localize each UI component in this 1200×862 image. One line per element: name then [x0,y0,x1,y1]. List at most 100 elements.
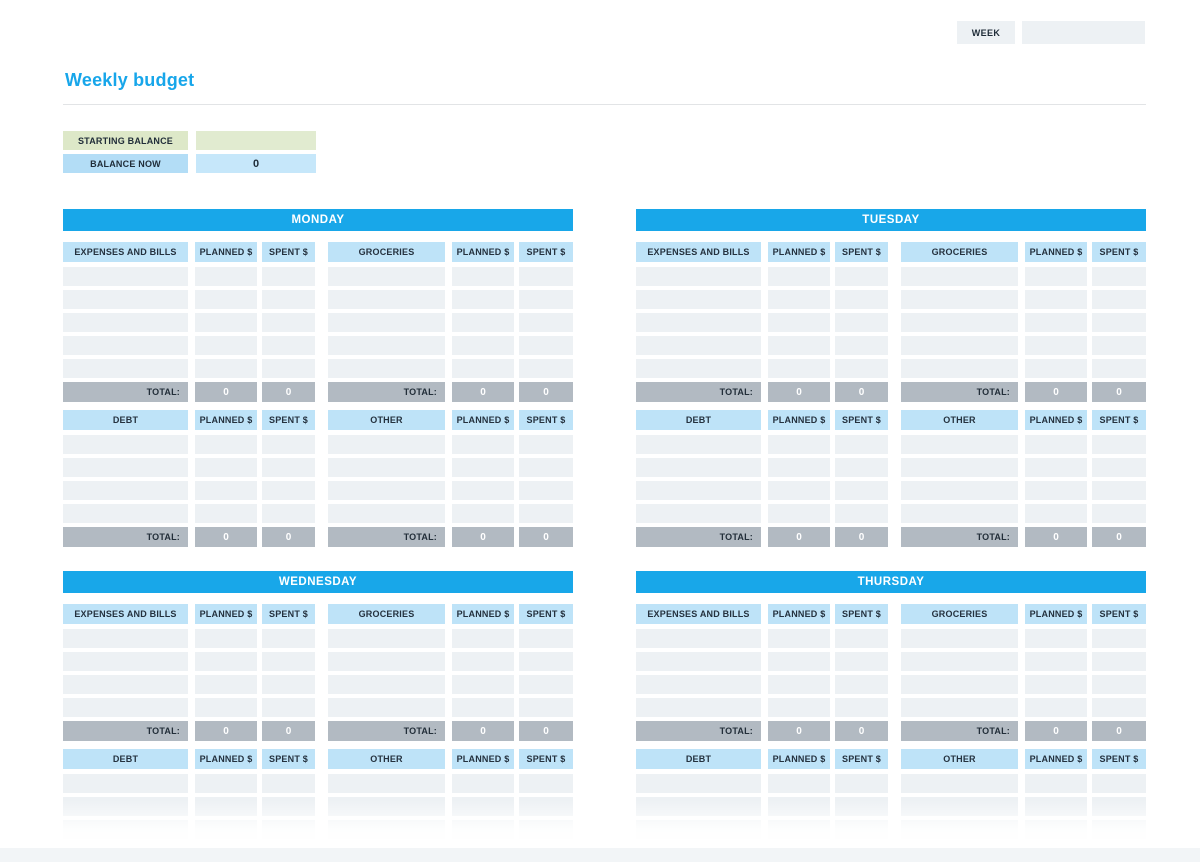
entry-cell[interactable] [636,290,761,309]
entry-cell[interactable] [636,629,761,648]
entry-cell[interactable] [901,267,1018,286]
entry-cell[interactable] [519,675,573,694]
entry-cell[interactable] [636,481,761,500]
entry-cell[interactable] [63,359,188,378]
entry-cell[interactable] [1092,290,1146,309]
entry-cell[interactable] [63,698,188,717]
entry-cell[interactable] [63,481,188,500]
entry-cell[interactable] [1092,797,1146,816]
entry-cell[interactable] [452,675,514,694]
entry-cell[interactable] [63,504,188,523]
entry-cell[interactable] [328,267,445,286]
entry-cell[interactable] [452,267,514,286]
entry-cell[interactable] [328,313,445,332]
entry-cell[interactable] [63,774,188,793]
entry-cell[interactable] [262,359,315,378]
week-input[interactable] [1022,21,1145,44]
entry-cell[interactable] [1025,435,1087,454]
entry-cell[interactable] [519,359,573,378]
entry-cell[interactable] [519,458,573,477]
entry-cell[interactable] [835,313,888,332]
entry-cell[interactable] [195,313,257,332]
entry-cell[interactable] [452,797,514,816]
entry-cell[interactable] [328,290,445,309]
entry-cell[interactable] [1092,458,1146,477]
entry-cell[interactable] [452,313,514,332]
entry-cell[interactable] [835,698,888,717]
entry-cell[interactable] [835,290,888,309]
entry-cell[interactable] [328,435,445,454]
entry-cell[interactable] [328,652,445,671]
entry-cell[interactable] [768,797,830,816]
entry-cell[interactable] [768,504,830,523]
entry-cell[interactable] [63,629,188,648]
entry-cell[interactable] [1025,267,1087,286]
entry-cell[interactable] [262,698,315,717]
entry-cell[interactable] [519,820,573,839]
entry-cell[interactable] [835,774,888,793]
entry-cell[interactable] [262,290,315,309]
entry-cell[interactable] [1092,629,1146,648]
entry-cell[interactable] [63,458,188,477]
entry-cell[interactable] [452,336,514,355]
entry-cell[interactable] [768,675,830,694]
entry-cell[interactable] [195,774,257,793]
entry-cell[interactable] [519,336,573,355]
entry-cell[interactable] [901,797,1018,816]
entry-cell[interactable] [195,504,257,523]
entry-cell[interactable] [452,504,514,523]
entry-cell[interactable] [63,267,188,286]
entry-cell[interactable] [452,774,514,793]
entry-cell[interactable] [636,820,761,839]
entry-cell[interactable] [636,797,761,816]
entry-cell[interactable] [519,504,573,523]
entry-cell[interactable] [63,290,188,309]
entry-cell[interactable] [63,797,188,816]
entry-cell[interactable] [768,820,830,839]
entry-cell[interactable] [1025,313,1087,332]
entry-cell[interactable] [901,435,1018,454]
starting-balance-input[interactable] [196,131,316,150]
entry-cell[interactable] [195,820,257,839]
entry-cell[interactable] [63,435,188,454]
entry-cell[interactable] [519,267,573,286]
entry-cell[interactable] [835,435,888,454]
entry-cell[interactable] [901,675,1018,694]
entry-cell[interactable] [1092,504,1146,523]
entry-cell[interactable] [1092,774,1146,793]
entry-cell[interactable] [768,435,830,454]
entry-cell[interactable] [1092,820,1146,839]
entry-cell[interactable] [63,336,188,355]
entry-cell[interactable] [1092,652,1146,671]
entry-cell[interactable] [328,774,445,793]
entry-cell[interactable] [835,481,888,500]
entry-cell[interactable] [452,481,514,500]
entry-cell[interactable] [262,629,315,648]
entry-cell[interactable] [835,504,888,523]
entry-cell[interactable] [195,336,257,355]
entry-cell[interactable] [519,290,573,309]
entry-cell[interactable] [1025,774,1087,793]
entry-cell[interactable] [262,336,315,355]
entry-cell[interactable] [835,359,888,378]
entry-cell[interactable] [63,820,188,839]
entry-cell[interactable] [63,652,188,671]
entry-cell[interactable] [636,774,761,793]
entry-cell[interactable] [195,458,257,477]
entry-cell[interactable] [195,481,257,500]
entry-cell[interactable] [63,313,188,332]
entry-cell[interactable] [636,435,761,454]
entry-cell[interactable] [262,504,315,523]
entry-cell[interactable] [452,698,514,717]
entry-cell[interactable] [768,458,830,477]
entry-cell[interactable] [1092,675,1146,694]
entry-cell[interactable] [1025,675,1087,694]
entry-cell[interactable] [901,629,1018,648]
entry-cell[interactable] [519,797,573,816]
entry-cell[interactable] [768,629,830,648]
entry-cell[interactable] [768,359,830,378]
entry-cell[interactable] [1092,481,1146,500]
entry-cell[interactable] [1025,359,1087,378]
entry-cell[interactable] [452,359,514,378]
entry-cell[interactable] [1025,629,1087,648]
